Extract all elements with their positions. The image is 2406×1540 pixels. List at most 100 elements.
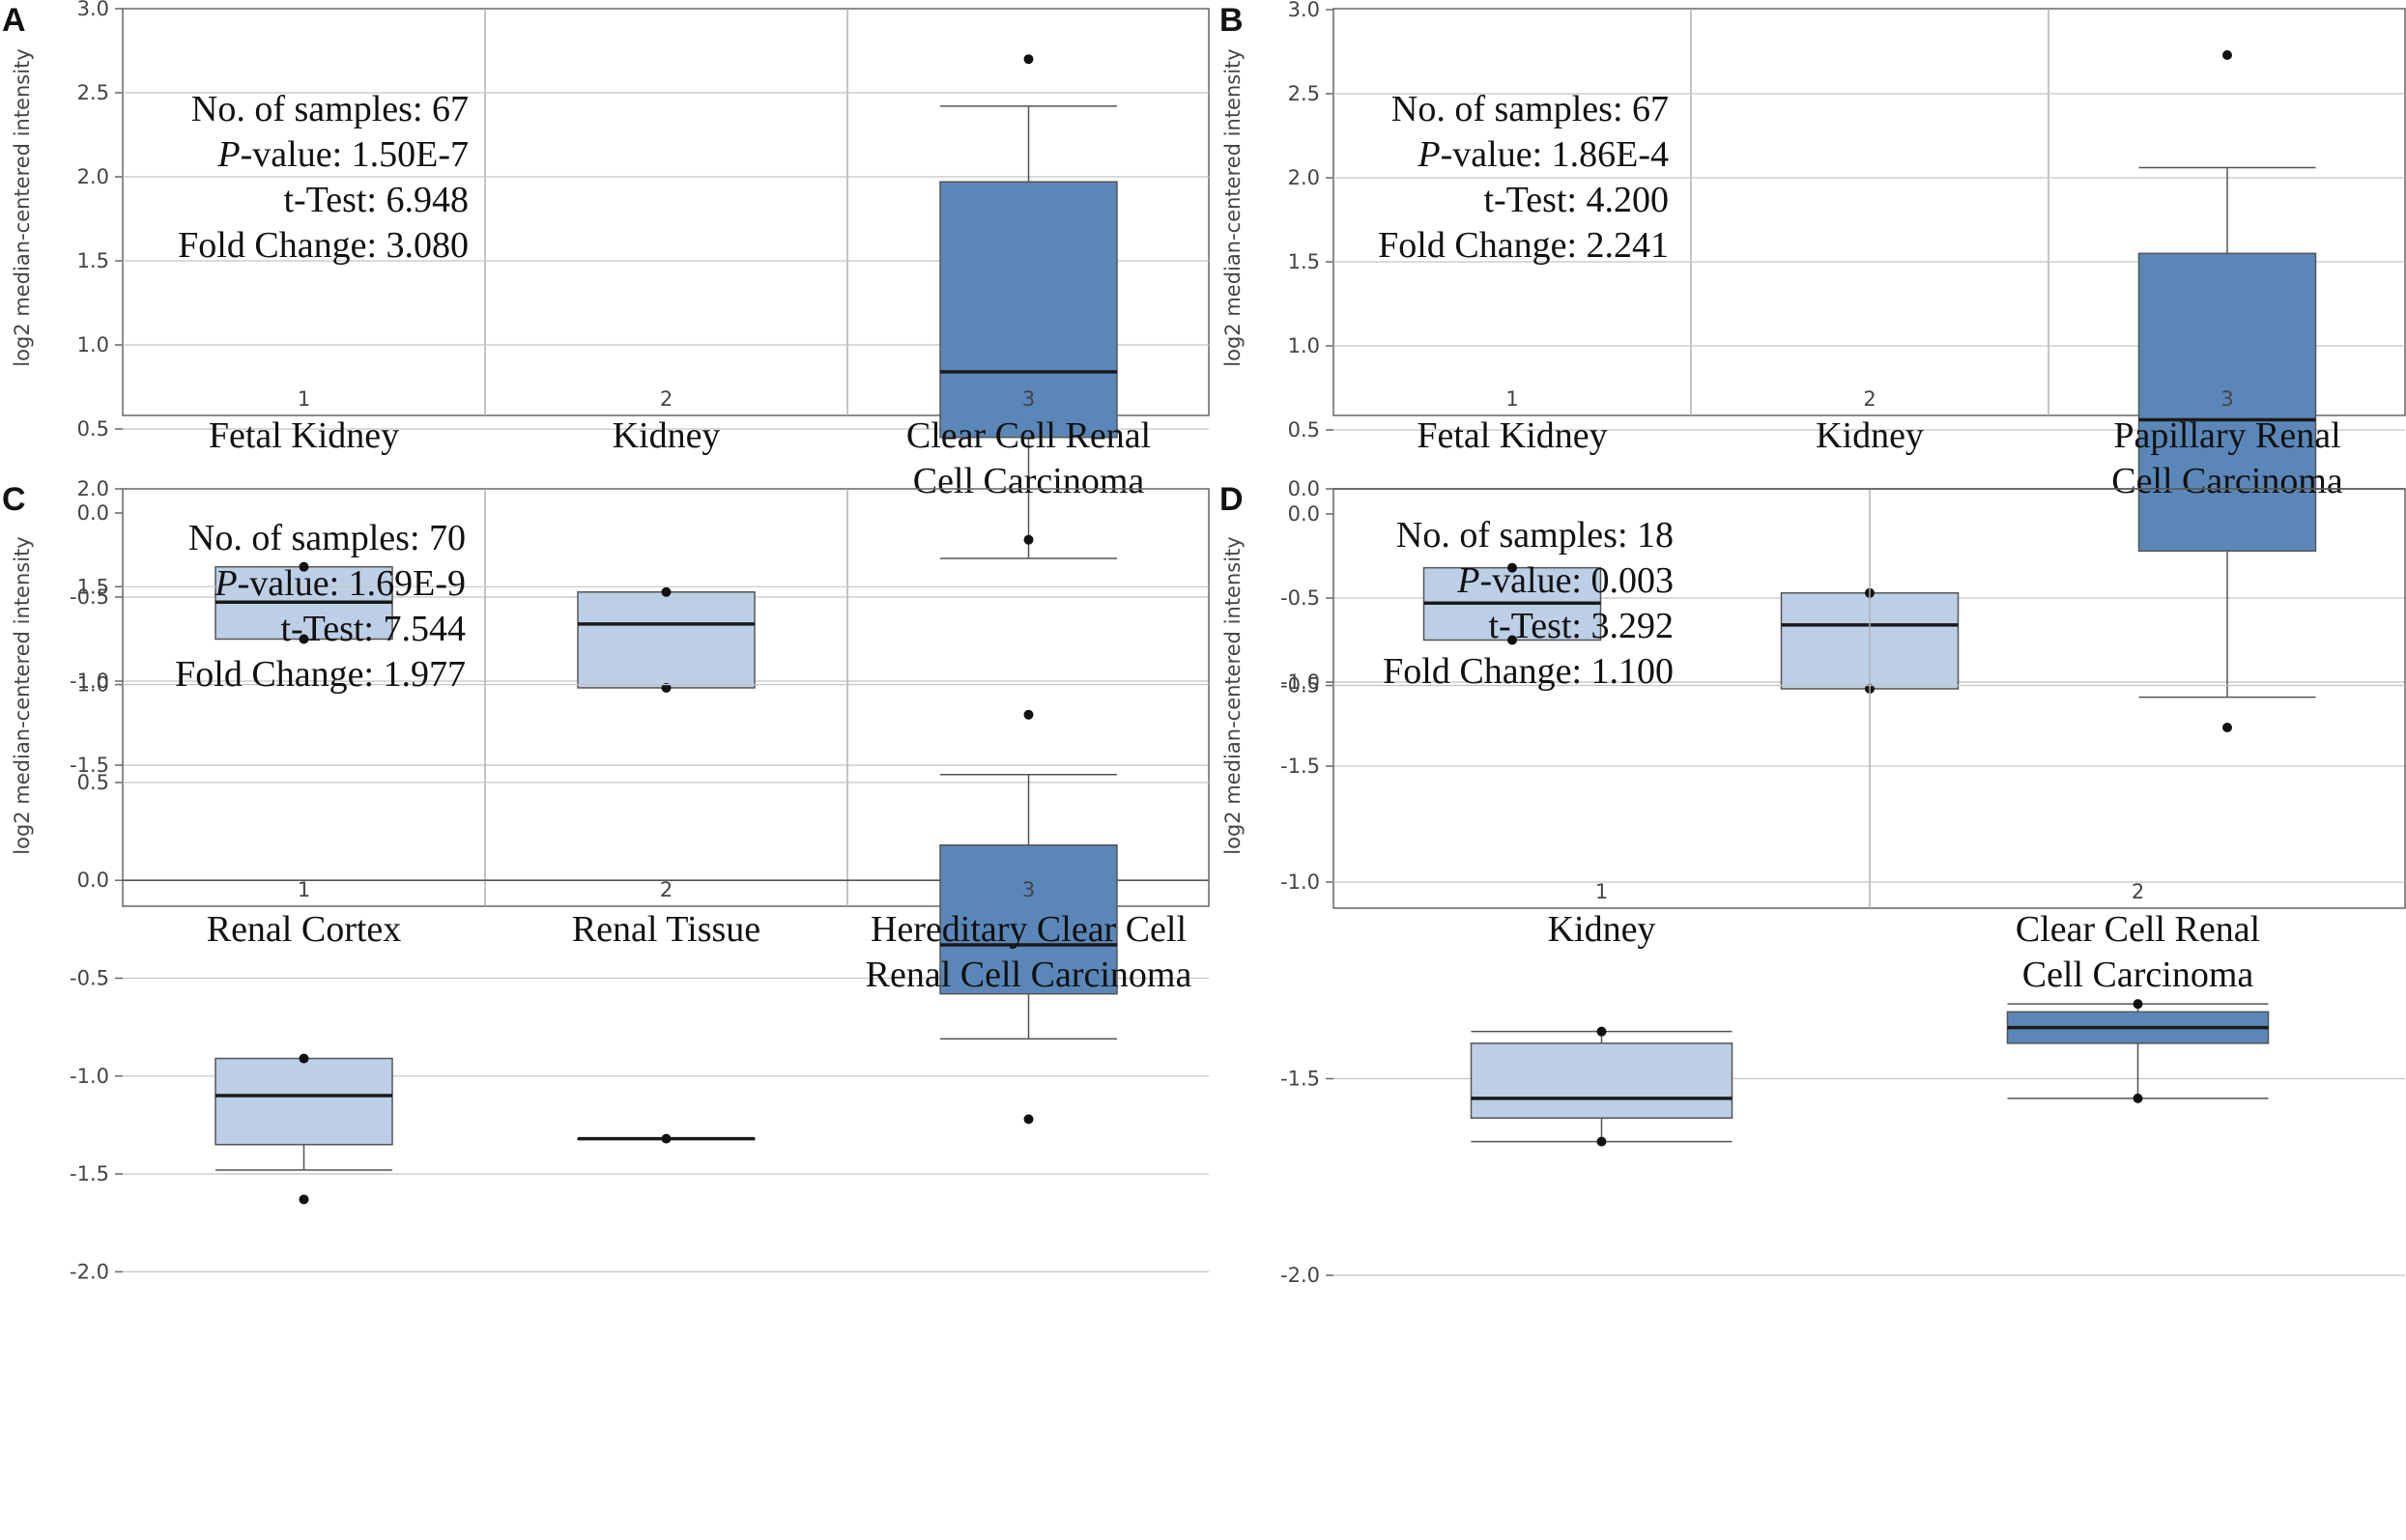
y-tick-label: 2.5 xyxy=(77,81,109,104)
y-axis-title: log2 median-centered intensity xyxy=(1221,536,1245,854)
panel-letter: A xyxy=(2,2,26,39)
panel-letter: C xyxy=(2,481,26,518)
box-group-2: 2 Clear Cell Renal Cell Carcinoma xyxy=(2006,880,2270,1103)
y-axis-title: log2 median-centered intensity xyxy=(11,48,34,366)
category-label: Papillary Renal xyxy=(2113,415,2340,456)
box xyxy=(2137,252,2317,553)
outlier-point xyxy=(2222,49,2232,60)
stat-p-rest: -value: 1.86E-4 xyxy=(1441,134,1669,175)
plot-frame xyxy=(1332,8,2406,416)
y-tick-label: 0.0 xyxy=(77,501,109,525)
y-tick-label: 2.0 xyxy=(77,165,109,188)
y-tick-label: -0.5 xyxy=(1280,586,1320,610)
box-index-label: 1 xyxy=(1505,387,1518,411)
box xyxy=(577,591,756,689)
y-tick-label: 0.0 xyxy=(1288,502,1320,526)
stat-p-rest: -value: 1.69E-9 xyxy=(238,563,466,604)
category-label: Kidney xyxy=(1548,909,1656,950)
y-tick-label: 0.5 xyxy=(77,771,109,794)
stat-p-value: P-value: 1.50E-7 xyxy=(216,134,469,175)
y-tick-label: 1.0 xyxy=(77,333,109,356)
y-tick-label: -0.5 xyxy=(70,967,109,990)
category-label: Clear Cell Renal xyxy=(2016,909,2260,950)
stat-p-letter: P xyxy=(1456,560,1479,601)
y-tick-label: -1.0 xyxy=(70,1065,109,1088)
stat-t-test: t-Test: 3.292 xyxy=(1488,606,1674,646)
category-label: Cell Carcinoma xyxy=(2111,461,2343,501)
outlier-point xyxy=(1596,1026,1607,1037)
category-label: Renal Cell Carcinoma xyxy=(866,955,1192,995)
plot-frame xyxy=(122,488,1210,907)
box xyxy=(1470,1042,1733,1119)
y-axis-title: log2 median-centered intensity xyxy=(1221,48,1245,366)
y-tick-label: 3.0 xyxy=(77,0,109,20)
stat-p-letter: P xyxy=(1417,134,1440,175)
y-tick-label: 1.5 xyxy=(1288,250,1320,273)
box-group-1: 1 Kidney xyxy=(1470,880,1733,1147)
stat-p-rest: -value: 0.003 xyxy=(1479,560,1674,601)
box-index-label: 3 xyxy=(1022,387,1035,411)
box xyxy=(939,843,1118,995)
outlier-point xyxy=(2133,999,2143,1010)
y-tick-label: 0.5 xyxy=(1288,418,1320,442)
outlier-point xyxy=(299,634,309,644)
box-group-3: 3 Hereditary Clear Cell Renal Cell Carcino… xyxy=(866,534,1192,1125)
panel-letter: B xyxy=(1219,2,1244,39)
panel-a: A 3.0 2.5 2.0 1.5 1.0 0.5 0.0 -0.5 -1.0 -1.5 log2 m… xyxy=(2,0,1210,777)
outlier-point xyxy=(1023,534,1034,545)
box-group-2: 2 Kidney xyxy=(577,387,756,693)
y-tick-label: 2.0 xyxy=(1288,166,1320,189)
y-tick-label: -1.5 xyxy=(1280,755,1320,778)
y-tick-label: 1.0 xyxy=(77,673,109,697)
box-group-1: 1 Renal Cortex xyxy=(207,878,401,1205)
y-tick-label: -1.0 xyxy=(1280,870,1320,894)
y-tick-label: 3.0 xyxy=(1288,0,1320,21)
stats-block: No. of samples: 67 P-value: 1.86E-4 t-Test… xyxy=(1378,89,1669,266)
box-index-label: 2 xyxy=(660,878,673,901)
stat-fold-change: Fold Change: 1.100 xyxy=(1383,651,1674,692)
y-tick-label: 0.5 xyxy=(77,417,109,441)
stat-t-test: t-Test: 6.948 xyxy=(283,180,469,220)
box-index-label: 1 xyxy=(298,878,310,901)
stat-p-letter: P xyxy=(214,563,237,604)
y-tick-label: -2.0 xyxy=(1280,1264,1320,1287)
stats-block: No. of samples: 67 P-value: 1.50E-7 t-Test… xyxy=(178,89,469,266)
outlier-point xyxy=(1596,1136,1607,1147)
outlier-point xyxy=(299,561,309,572)
y-tick-label: 0.0 xyxy=(1288,477,1320,500)
outlier-point xyxy=(299,1053,309,1064)
stat-t-test: t-Test: 4.200 xyxy=(1483,180,1669,220)
stats-block: No. of samples: 18P-value: 0.003 t-Test: … xyxy=(1383,515,1674,692)
category-label: Cell Carcinoma xyxy=(913,461,1145,501)
stat-fold-change: Fold Change: 2.241 xyxy=(1378,225,1669,266)
outlier-point xyxy=(2222,722,2232,732)
y-tick-label: 1.5 xyxy=(77,249,109,272)
outlier-point xyxy=(661,682,672,693)
y-tick-label: 2.5 xyxy=(1288,82,1320,105)
stat-p-value: P-value: 1.86E-4 xyxy=(1417,134,1669,175)
y-tick-label: -2.0 xyxy=(70,1260,109,1283)
plot-frame xyxy=(122,8,1210,416)
stat-samples: No. of samples: 67 xyxy=(191,89,469,129)
y-tick-label: 1.0 xyxy=(1288,334,1320,357)
category-label: Kidney xyxy=(613,415,721,456)
stat-t-test: t-Test: 7.544 xyxy=(280,609,466,649)
category-label: Fetal Kidney xyxy=(209,415,399,456)
y-tick-label: -1.0 xyxy=(70,670,109,693)
stat-samples: No. of samples: 67 xyxy=(1391,89,1669,129)
y-tick-label: 0.0 xyxy=(77,869,109,892)
y-tick-label: -0.5 xyxy=(1280,674,1320,698)
outlier-point xyxy=(661,1133,672,1144)
stat-p-rest: -value: 1.50E-7 xyxy=(241,134,469,175)
box-group-1: 1 Fetal Kidney xyxy=(1417,387,1608,645)
category-label: Hereditary Clear Cell xyxy=(871,909,1187,950)
outlier-point xyxy=(1023,54,1034,65)
stat-fold-change: Fold Change: 3.080 xyxy=(178,225,469,266)
category-label: Clear Cell Renal xyxy=(906,415,1151,456)
stat-samples: No. of samples: 70 xyxy=(188,518,466,558)
outlier-point xyxy=(661,586,672,597)
box-index-label: 3 xyxy=(2220,387,2233,411)
box-index-label: 2 xyxy=(1863,387,1876,411)
outlier-point xyxy=(1507,635,1517,645)
